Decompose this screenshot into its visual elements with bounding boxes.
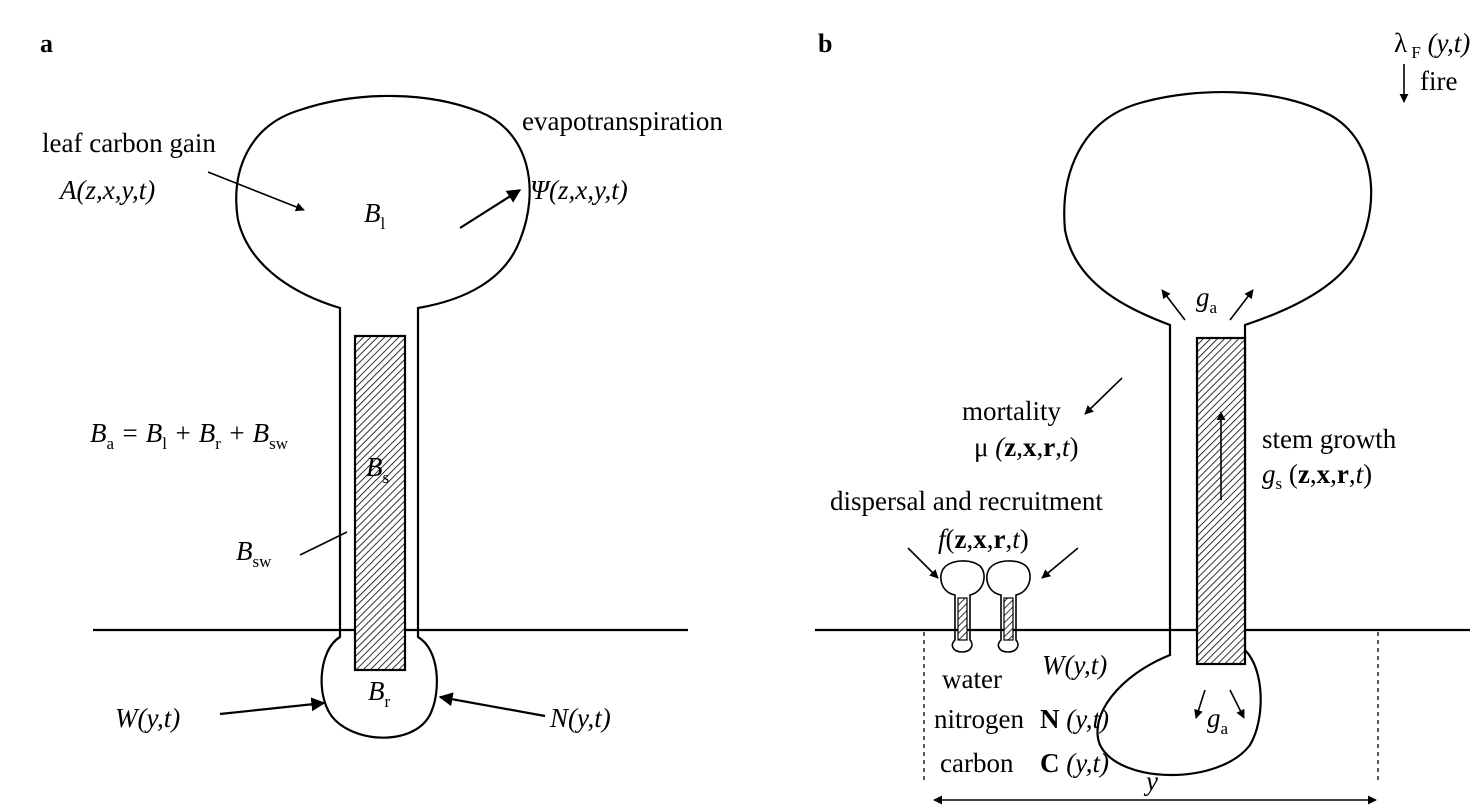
heartwood-a (353, 334, 407, 672)
carbon-gain-arrow (207, 171, 305, 212)
dispersal-arrow-left (907, 547, 939, 579)
carbon-label: carbon (940, 748, 1014, 778)
evapotranspiration-label: evapotranspiration (522, 106, 723, 136)
leaf-carbon-gain-label: leaf carbon gain (42, 128, 216, 158)
location-label: y (1143, 766, 1158, 796)
nitrogen-label: nitrogen (934, 704, 1024, 734)
fire-label: fire (1420, 66, 1457, 96)
ga-top-arrow-left (1161, 289, 1186, 321)
fire-rate-function: λ F (y,t) (1394, 28, 1470, 62)
evapotranspiration-function: Ψ(z,x,y,t) (530, 175, 628, 205)
nitrogen-function-b: N (y,t) (1040, 704, 1109, 734)
water-label: water (942, 664, 1002, 694)
panel-a: a leaf carbon gain A(z,x,y,t) Bl evapotr… (40, 29, 723, 739)
panel-b-label: b (818, 29, 832, 58)
nitrogen-function-a: N(y,t) (549, 703, 611, 733)
panel-a-label: a (40, 29, 53, 58)
tree-outline-b (1063, 91, 1373, 777)
sapwood-biomass-symbol: Bsw (236, 536, 272, 571)
water-function-b: W(y,t) (1042, 650, 1107, 680)
leaf-biomass-symbol: Bl (364, 198, 386, 233)
ga-bottom-arrow-right (1229, 689, 1245, 719)
panel-b: b λ F (y,t) fire ga ga mortality μ (z,x,… (815, 28, 1470, 805)
carbon-function: C (y,t) (1040, 748, 1109, 778)
mortality-arrow (1084, 377, 1123, 415)
dispersal-label: dispersal and recruitment (830, 486, 1103, 516)
nitrogen-arrow-a (438, 692, 546, 718)
stem-growth-label: stem growth (1262, 424, 1397, 454)
evapotranspiration-arrow (459, 189, 522, 229)
stem-growth-function: gs (z,x,r,t) (1262, 459, 1372, 493)
assimilation-function: A(z,x,y,t) (58, 175, 155, 205)
dispersal-function: f(z,x,r,t) (938, 524, 1029, 554)
total-biomass-equation: Ba = Bl + Br + Bsw (90, 418, 289, 453)
root-biomass-symbol: Br (368, 676, 391, 711)
water-arrow-a (219, 697, 326, 716)
seedling-left (940, 560, 985, 653)
dispersal-arrow-right (1041, 547, 1079, 579)
seedling-right (986, 560, 1031, 653)
allocation-bottom-symbol: ga (1207, 703, 1229, 738)
ga-top-arrow-right (1229, 289, 1254, 321)
water-function-a: W(y,t) (115, 703, 180, 733)
heartwood-b (1195, 336, 1247, 666)
sapwood-leader-line (299, 531, 348, 556)
mortality-label: mortality (962, 396, 1061, 426)
ga-bottom-arrow-left (1194, 689, 1206, 719)
allocation-top-symbol: ga (1196, 282, 1218, 317)
mortality-function: μ (z,x,r,t) (974, 432, 1078, 462)
